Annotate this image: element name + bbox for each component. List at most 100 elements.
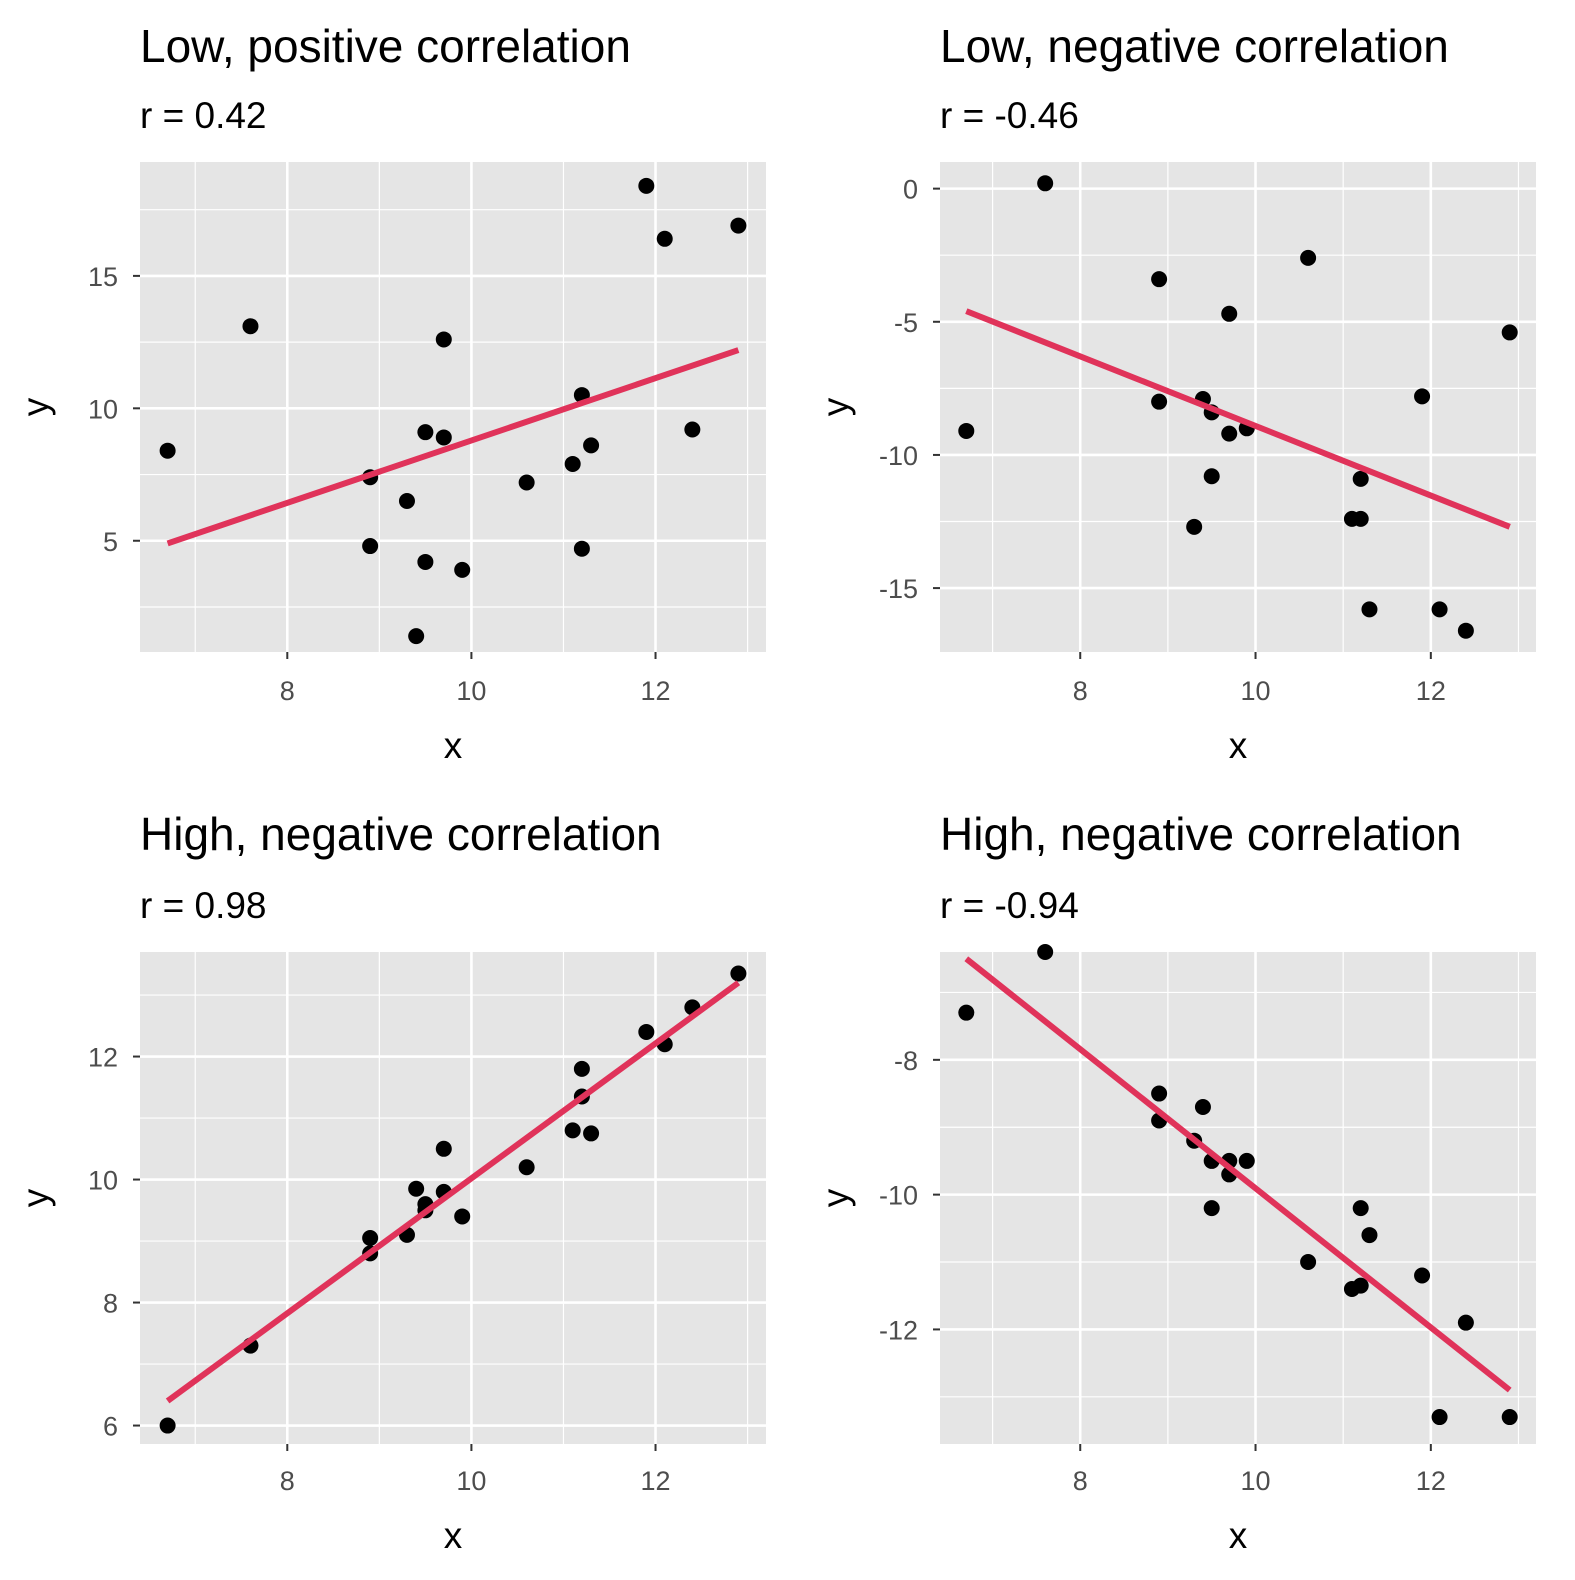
- chart-panel-3: High, negative correlation r = 0.98 8 10 12 6…: [15, 808, 766, 1556]
- data-point: [583, 437, 600, 454]
- data-point: [398, 493, 415, 510]
- y-tick-label: 5: [103, 527, 118, 557]
- data-point: [1151, 1085, 1168, 1102]
- x-axis-title: x: [1229, 725, 1248, 766]
- data-point: [159, 1417, 176, 1434]
- data-point: [1203, 1200, 1220, 1217]
- data-point: [518, 474, 535, 491]
- data-point: [1037, 175, 1054, 192]
- x-tick-label: 12: [1416, 1466, 1446, 1496]
- data-point: [1221, 305, 1238, 322]
- data-point: [958, 422, 975, 439]
- x-tick-label: 8: [1073, 676, 1088, 706]
- data-point: [564, 455, 581, 472]
- data-point: [362, 1229, 379, 1246]
- y-tick-label: 10: [88, 1166, 118, 1196]
- y-tick-label: 12: [88, 1043, 118, 1073]
- data-point: [573, 540, 590, 557]
- data-point: [1501, 324, 1518, 341]
- x-tick-label: 10: [456, 1466, 486, 1496]
- data-point: [408, 628, 425, 645]
- chart-title: High, negative correlation: [940, 808, 1462, 860]
- x-tick-label: 10: [456, 676, 486, 706]
- data-point: [1414, 1267, 1431, 1284]
- plot-panel-background: [140, 162, 766, 652]
- regression-line: [166, 347, 740, 547]
- y-axis-title: y: [15, 1188, 56, 1207]
- data-point: [417, 553, 434, 570]
- data-point: [435, 331, 452, 348]
- x-tick-label: 10: [1241, 676, 1271, 706]
- y-tick-label: 6: [103, 1412, 118, 1442]
- data-point: [638, 177, 655, 194]
- data-point: [564, 1122, 581, 1139]
- data-point: [684, 421, 701, 438]
- data-point: [242, 318, 259, 335]
- data-point: [1186, 518, 1203, 535]
- x-axis-title: x: [444, 1515, 463, 1556]
- x-axis-title: x: [444, 725, 463, 766]
- data-point: [1194, 1099, 1211, 1116]
- y-tick-label: 10: [88, 394, 118, 424]
- y-tick-label: -15: [879, 574, 918, 604]
- x-tick-label: 12: [641, 676, 671, 706]
- data-point: [1037, 944, 1054, 960]
- data-point: [583, 1125, 600, 1142]
- data-point: [638, 1023, 655, 1040]
- data-point: [1238, 1152, 1255, 1169]
- data-point: [1352, 1277, 1369, 1294]
- chart-subtitle: r = 0.42: [140, 95, 267, 136]
- data-point: [435, 1140, 452, 1157]
- y-tick-label: 0: [903, 175, 918, 205]
- chart-subtitle: r = -0.94: [940, 885, 1079, 926]
- y-tick-label: -10: [879, 441, 918, 471]
- y-axis-title: y: [815, 397, 856, 416]
- data-point: [1431, 601, 1448, 618]
- y-tick-label: -5: [894, 308, 918, 338]
- y-tick-label: 8: [103, 1289, 118, 1319]
- y-tick-label: -10: [879, 1181, 918, 1211]
- chart-title: High, negative correlation: [140, 808, 662, 860]
- data-point: [1431, 1409, 1448, 1426]
- plot-panel-background: [940, 162, 1536, 652]
- y-axis-title: y: [15, 397, 56, 416]
- data-point: [1300, 249, 1317, 266]
- data-point: [1151, 393, 1168, 410]
- chart-panel-2: Low, negative correlation r = -0.46 8 10 12 -…: [815, 20, 1536, 766]
- x-axis-title: x: [1229, 1515, 1248, 1556]
- x-tick-label: 8: [280, 676, 295, 706]
- x-tick-label: 10: [1241, 1466, 1271, 1496]
- data-point: [417, 424, 434, 441]
- x-tick-label: 8: [1073, 1466, 1088, 1496]
- plot-panel-background: [140, 952, 766, 1444]
- data-point: [730, 217, 747, 234]
- data-point: [1151, 271, 1168, 288]
- data-point: [435, 429, 452, 446]
- data-point: [1457, 1314, 1474, 1331]
- data-point: [159, 442, 176, 459]
- plot-panel-background: [940, 952, 1536, 1444]
- data-point: [518, 1159, 535, 1176]
- y-tick-label: 15: [88, 262, 118, 292]
- x-tick-label: 12: [641, 1466, 671, 1496]
- data-point: [573, 1060, 590, 1077]
- data-point: [1361, 601, 1378, 618]
- chart-panel-1: Low, positive correlation r = 0.42 8 10 12 5 1…: [15, 20, 766, 766]
- regression-line: [964, 956, 1512, 1393]
- data-point: [1414, 388, 1431, 405]
- data-point: [958, 1004, 975, 1021]
- x-tick-label: 12: [1416, 676, 1446, 706]
- data-point: [454, 1208, 471, 1225]
- data-point: [1203, 468, 1220, 485]
- data-point: [1300, 1254, 1317, 1271]
- regression-line: [165, 980, 741, 1404]
- data-point: [1352, 470, 1369, 487]
- data-point: [730, 965, 747, 982]
- data-point: [362, 538, 379, 555]
- chart-subtitle: r = -0.46: [940, 95, 1079, 136]
- chart-title: Low, positive correlation: [140, 20, 631, 72]
- chart-panel-4: High, negative correlation r = -0.94 8 10 12…: [815, 808, 1536, 1556]
- data-point: [1361, 1227, 1378, 1244]
